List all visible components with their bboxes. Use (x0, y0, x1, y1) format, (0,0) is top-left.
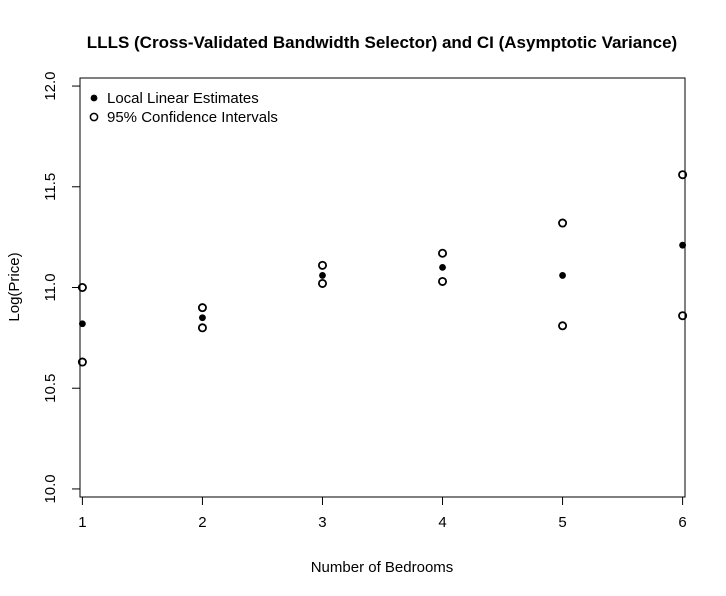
legend-open-circle-icon (89, 112, 99, 122)
y-tick-label: 12.0 (42, 71, 59, 100)
plot-frame (79, 77, 686, 498)
ci-point (558, 218, 568, 228)
x-tick-label: 2 (198, 514, 206, 531)
legend-label: Local Linear Estimates (107, 90, 259, 107)
estimate-point (559, 272, 566, 279)
y-axis-label: Log(Price) (6, 252, 23, 321)
x-tick-label: 6 (678, 514, 686, 531)
y-tick-label: 10.0 (42, 474, 59, 503)
estimate-point (79, 320, 86, 328)
legend-label: 95% Confidence Intervals (107, 109, 278, 126)
estimate-point (319, 272, 326, 279)
ci-point (197, 323, 207, 333)
y-axis: 10.0 10.5 11.0 11.5 12.0 (42, 71, 81, 504)
ci-point (317, 260, 327, 270)
ci-point (438, 248, 448, 258)
x-tick-label: 1 (78, 514, 86, 531)
data-points (77, 170, 688, 367)
ci-point (317, 278, 327, 288)
ci-point (77, 282, 87, 292)
x-tick-label: 5 (558, 514, 566, 531)
legend-filled-circle-icon (90, 94, 98, 102)
chart-title: LLLS (Cross-Validated Bandwidth Selector… (87, 33, 677, 52)
x-tick-label: 3 (318, 514, 326, 531)
ci-point (197, 303, 207, 313)
ci-point (77, 357, 87, 367)
y-tick-label: 11.5 (42, 173, 59, 201)
x-axis: 1 2 3 4 5 6 (78, 496, 687, 531)
x-axis-label: Number of Bedrooms (311, 559, 454, 576)
y-tick-label: 11.0 (42, 273, 59, 301)
estimate-point (439, 263, 446, 271)
x-tick-label: 4 (438, 514, 446, 531)
estimate-point (199, 314, 206, 322)
ci-point (678, 311, 688, 321)
ci-point (438, 276, 448, 286)
y-tick-label: 10.5 (42, 374, 59, 403)
ci-point (678, 170, 688, 180)
ci-point (558, 321, 568, 331)
legend: Local Linear Estimates 95% Confidence Int… (89, 90, 278, 126)
estimate-point (679, 241, 686, 249)
